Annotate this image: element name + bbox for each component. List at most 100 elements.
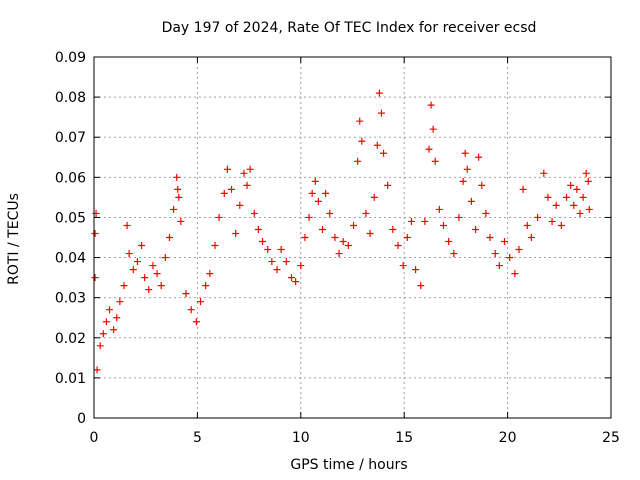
data-point: [373, 141, 381, 149]
data-point: [138, 242, 146, 250]
data-point: [187, 306, 195, 314]
data-point: [170, 205, 178, 213]
data-point: [472, 225, 480, 233]
data-point: [544, 193, 552, 201]
data-point: [500, 238, 508, 246]
data-point: [523, 221, 531, 229]
data-point: [407, 217, 415, 225]
data-point: [202, 282, 210, 290]
data-point: [175, 193, 183, 201]
data-point: [173, 173, 181, 181]
data-point: [358, 137, 366, 145]
data-point: [282, 258, 290, 266]
data-point: [287, 274, 295, 282]
data-point: [519, 185, 527, 193]
y-tick-label: 0.05: [55, 210, 86, 226]
data-point: [425, 145, 433, 153]
data-point: [362, 209, 370, 217]
y-tick-label: 0.08: [55, 90, 86, 106]
data-point: [455, 213, 463, 221]
data-point: [412, 266, 420, 274]
data-point: [431, 157, 439, 165]
data-point: [99, 330, 107, 338]
data-point: [326, 209, 334, 217]
data-point: [421, 217, 429, 225]
data-point: [259, 238, 267, 246]
data-point: [527, 234, 535, 241]
data-point: [511, 270, 519, 278]
y-tick-label: 0.03: [55, 291, 86, 307]
data-point: [475, 153, 483, 161]
chart-title: Day 197 of 2024, Rate Of TEC Index for r…: [162, 20, 537, 36]
data-point: [548, 217, 556, 225]
grid-lines: [94, 57, 611, 418]
data-point: [579, 193, 587, 201]
y-tick-label: 0.09: [55, 50, 86, 66]
data-point: [585, 205, 593, 213]
data-point: [161, 254, 169, 262]
data-point: [116, 298, 124, 306]
data-point: [254, 225, 262, 233]
data-point: [582, 169, 590, 177]
data-point: [491, 250, 499, 258]
data-point: [427, 101, 435, 109]
data-point: [399, 262, 407, 270]
data-point: [165, 234, 173, 241]
data-point: [113, 314, 121, 322]
y-tick-label: 0: [77, 411, 86, 427]
data-point: [417, 282, 425, 290]
data-point: [354, 157, 362, 165]
y-tick-label: 0.07: [55, 130, 86, 146]
data-point: [102, 318, 110, 326]
x-tick-label: 5: [193, 430, 202, 446]
data-point: [375, 89, 383, 97]
data-point: [322, 189, 330, 197]
data-points: [91, 89, 593, 374]
data-point: [377, 109, 385, 117]
data-point: [311, 177, 319, 185]
data-point: [557, 221, 565, 229]
data-point: [125, 250, 133, 258]
data-point: [273, 266, 281, 274]
y-tick-label: 0.06: [55, 170, 86, 186]
data-point: [429, 125, 437, 133]
data-point: [106, 306, 114, 314]
data-point: [570, 201, 578, 209]
data-point: [264, 246, 272, 254]
data-point: [534, 213, 542, 221]
data-point: [403, 234, 411, 241]
data-point: [240, 169, 248, 177]
data-point: [141, 274, 149, 282]
data-point: [370, 193, 378, 201]
data-point: [145, 286, 153, 294]
x-tick-label: 20: [499, 430, 517, 446]
data-point: [350, 221, 358, 229]
data-point: [96, 342, 104, 350]
data-point: [93, 366, 101, 374]
data-point: [552, 201, 560, 209]
x-tick-label: 10: [292, 430, 310, 446]
y-tick-label: 0.04: [55, 251, 86, 267]
data-point: [301, 234, 309, 241]
data-point: [149, 262, 157, 270]
data-point: [435, 205, 443, 213]
data-point: [314, 197, 322, 205]
data-point: [157, 282, 165, 290]
data-point: [567, 181, 575, 189]
x-tick-label: 25: [602, 430, 620, 446]
x-tick-label: 15: [395, 430, 413, 446]
data-point: [463, 165, 471, 173]
data-point: [344, 242, 352, 250]
data-point: [277, 246, 285, 254]
data-point: [308, 189, 316, 197]
data-point: [268, 258, 276, 266]
y-tick-label: 0.02: [55, 331, 86, 347]
axis-ticks: 0 5 10 15 20 25 0 0.01 0.02 0.03 0.04 0.05 0.06 0.07 0…: [55, 50, 620, 446]
data-point: [153, 270, 161, 278]
data-point: [563, 193, 571, 201]
data-point: [366, 229, 374, 237]
data-point: [236, 201, 244, 209]
data-point: [461, 149, 469, 157]
data-point: [133, 258, 141, 266]
data-point: [223, 165, 231, 173]
